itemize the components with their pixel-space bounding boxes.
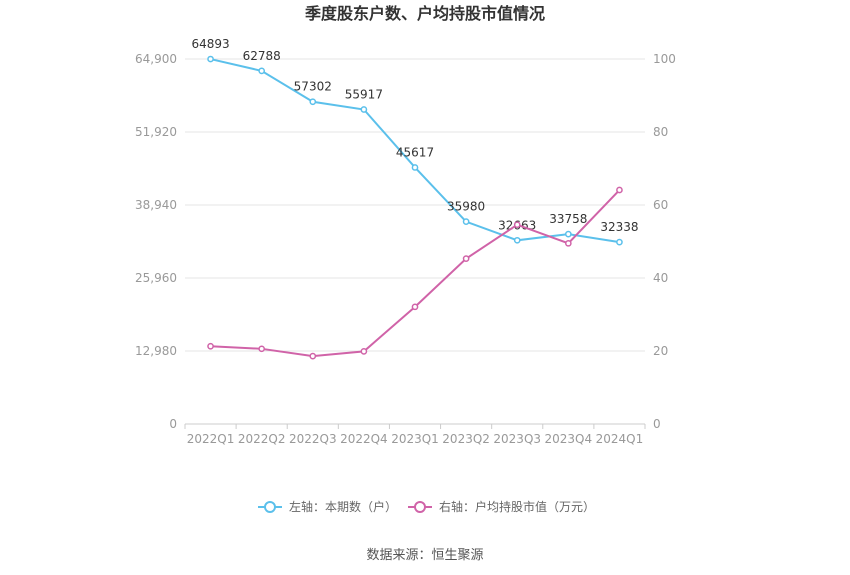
data-label: 64893 [191,37,229,51]
data-point [309,352,317,360]
x-tick-label: 2022Q4 [340,432,388,446]
legend-marker [414,501,426,513]
data-label: 62788 [243,49,281,63]
source-note: 数据来源：恒生聚源 [366,548,483,563]
legend-label: 左轴：本期数（户） [289,499,397,514]
data-point [360,348,368,355]
legend-label: 右轴：户均持股市值（万元） [439,499,595,514]
x-tick-label: 2023Q2 [442,432,490,446]
right-tick-label: 0 [653,417,661,431]
data-label: 57302 [294,80,332,94]
chart-title: 季度股东户数、户均持股市值情况 [304,4,545,23]
right-tick-label: 60 [653,198,668,212]
data-point [411,164,419,171]
x-tick-label: 2023Q4 [545,432,593,446]
data-point [616,238,623,246]
legend[interactable]: 左轴：本期数（户） 右轴：户均持股市值（万元） [258,499,595,514]
data-point [360,106,368,113]
right-tick-label: 20 [653,344,668,358]
data-point [513,221,521,229]
data-point [309,98,317,106]
x-axis-ticks: 2022Q1 2022Q2 2022Q3 2022Q4 2023Q1 2023Q2 2023… [184,424,646,446]
left-tick-label: 38,940 [135,198,177,212]
data-point [513,236,521,244]
x-tick-label: 2022Q1 [187,432,235,446]
data-point [564,230,572,238]
left-tick-label: 12,980 [135,344,177,358]
left-tick-label: 25,960 [135,271,177,285]
left-axis-ticks: 0 12,980 25,960 38,940 51,920 64,900 [135,52,177,431]
left-tick-label: 0 [169,417,177,431]
data-point [462,255,470,263]
data-label: 33758 [549,212,587,226]
data-label: 32338 [600,220,638,234]
x-tick-label: 2022Q3 [289,432,337,446]
data-label: 45617 [396,145,434,159]
data-point [258,345,266,353]
data-point [207,55,214,63]
right-tick-label: 40 [653,271,668,285]
right-tick-label: 80 [653,125,668,139]
x-tick-label: 2022Q2 [238,432,286,446]
x-tick-label: 2023Q1 [391,432,439,446]
data-point [207,342,214,350]
legend-marker [264,501,276,513]
left-tick-label: 51,920 [135,125,177,139]
left-tick-label: 64,900 [135,52,177,66]
data-label: 55917 [345,88,383,102]
x-tick-label: 2024Q1 [596,432,644,446]
data-point [564,239,572,247]
data-point [616,186,623,194]
x-tick-label: 2023Q3 [493,432,541,446]
data-point [462,218,470,225]
right-axis-ticks: 0 20 40 60 80 100 [653,52,676,431]
data-point [411,303,419,311]
series-group: 6489362788573025591745617359803266333758… [191,37,639,360]
right-tick-label: 100 [653,52,676,66]
data-point [258,67,266,75]
grid [185,58,645,425]
data-label: 35980 [447,200,485,214]
